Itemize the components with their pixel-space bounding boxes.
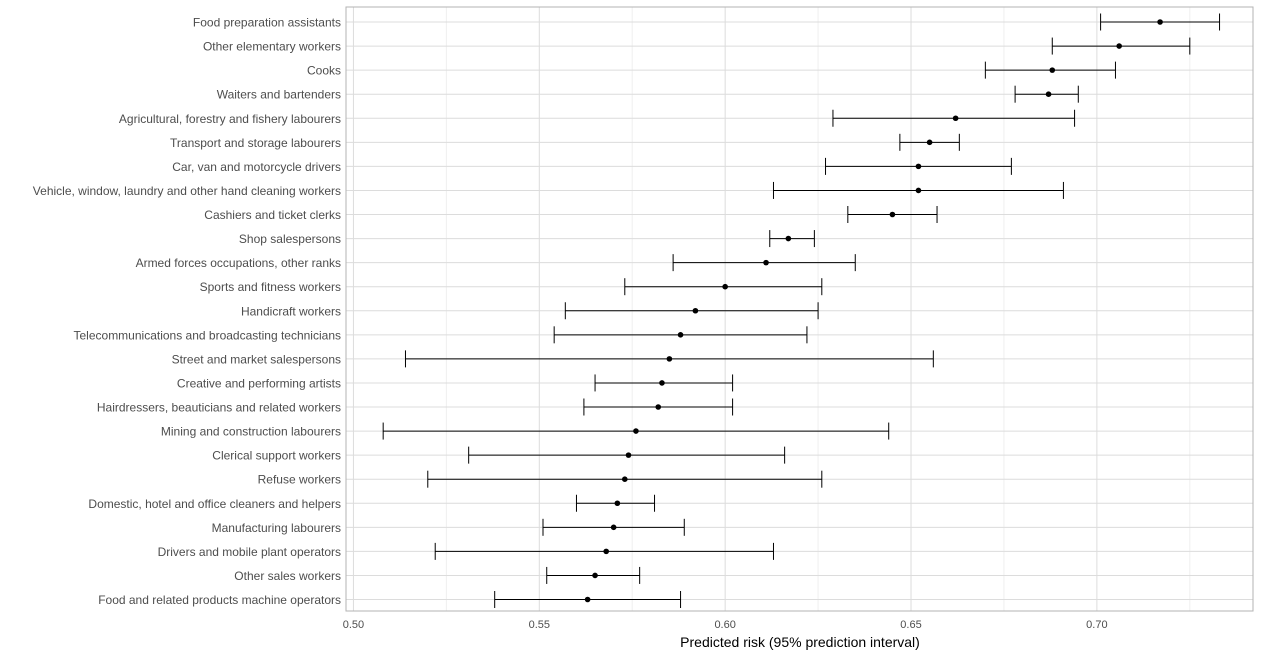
y-category-label: Drivers and mobile plant operators [158,545,341,559]
point-estimates [584,19,1163,603]
point-estimate [692,307,699,314]
x-tick-label: 0.65 [900,619,921,631]
y-category-label: Hairdressers, beauticians and related wo… [97,401,341,415]
y-category-label: Food preparation assistants [193,16,341,30]
y-category-label: Shop salespersons [239,232,341,246]
y-category-label: Other sales workers [234,569,341,583]
point-estimate [1116,43,1122,49]
point-estimate [722,283,728,290]
plot-panel-border [345,6,1254,612]
y-category-label: Clerical support workers [212,449,341,463]
x-tick-label: 0.60 [714,619,735,631]
point-estimate [763,259,769,266]
y-category-label: Telecommunications and broadcasting tech… [74,328,342,342]
y-category-label: Other elementary workers [203,40,341,54]
y-category-label: Cooks [307,64,341,78]
point-estimate [915,163,922,170]
point-estimate [633,428,639,434]
point-estimate [926,139,933,146]
y-axis-labels: Food preparation assistants Other element… [33,16,341,608]
point-estimate [666,356,673,362]
y-category-label: Creative and performing artists [177,376,341,390]
y-category-label: Refuse workers [258,473,341,487]
y-category-label: Handicraft workers [241,304,341,318]
x-tick-label: 0.50 [343,619,364,631]
point-estimate [625,452,632,458]
y-category-label: Agricultural, forestry and fishery labou… [119,112,341,126]
point-estimate [785,235,792,242]
y-category-label: Domestic, hotel and office cleaners and … [88,497,341,511]
point-estimate [621,476,628,482]
y-category-label: Cashiers and ticket clerks [204,208,341,222]
y-category-label: Mining and construction labourers [161,425,341,439]
point-estimate [1157,19,1163,25]
y-category-label: Car, van and motorcycle drivers [172,160,341,174]
y-category-label: Armed forces occupations, other ranks [136,256,341,270]
x-tick-label: 0.70 [1086,619,1107,631]
point-estimate [610,524,617,531]
point-estimate [603,548,610,555]
x-axis-tick-labels: 0.50 0.55 0.60 0.65 0.70 [343,619,1108,631]
y-category-label: Vehicle, window, laundry and other hand … [33,184,341,198]
x-axis-title: Predicted risk (95% prediction interval) [680,634,920,650]
point-estimate [659,380,665,386]
point-estimate [614,500,621,507]
y-category-label: Manufacturing labourers [212,521,341,535]
point-estimate [1045,91,1052,97]
y-category-label: Street and market salespersons [172,352,341,366]
point-estimate [889,211,896,218]
y-category-label: Food and related products machine operat… [98,593,341,607]
point-estimate [655,404,662,410]
point-estimate [584,596,591,603]
point-estimate [677,332,684,338]
point-estimate [1049,67,1056,73]
point-estimate [952,115,959,122]
y-category-label: Sports and fitness workers [200,280,341,294]
y-category-label: Waiters and bartenders [217,88,341,102]
point-estimate [915,187,922,194]
y-category-label: Transport and storage labourers [170,136,341,150]
point-estimate [592,572,598,579]
plot-panel-background [346,7,1253,611]
x-tick-label: 0.55 [529,619,550,631]
